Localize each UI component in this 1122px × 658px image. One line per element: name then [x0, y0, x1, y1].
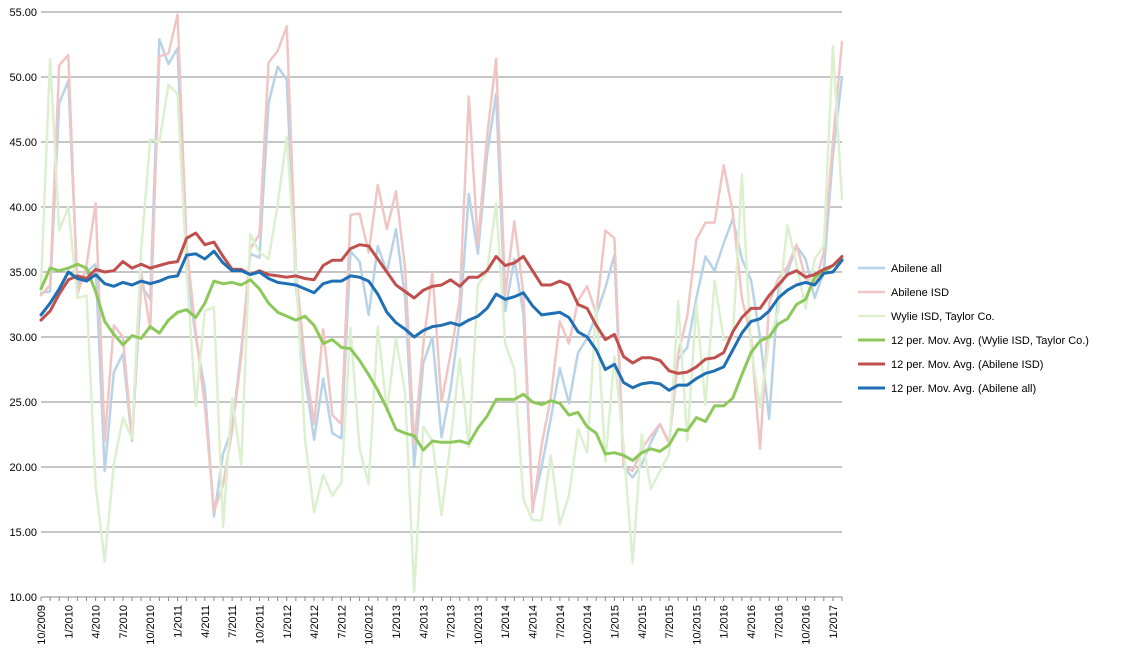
x-tick-label: 1/2011: [173, 605, 185, 638]
x-tick-label: 4/2011: [200, 605, 212, 638]
x-tick-label: 10/2009: [36, 605, 48, 645]
y-tick-label: 20.00: [9, 462, 37, 474]
legend-label: Abilene ISD: [891, 287, 949, 299]
x-tick-label: 10/2010: [145, 605, 157, 645]
legend-label: 12 per. Mov. Avg. (Wylie ISD, Taylor Co.…: [891, 335, 1089, 347]
series-line-2: [39, 44, 844, 594]
series-lines: [39, 13, 844, 594]
series-line-4: [39, 231, 844, 375]
x-tick-label: 10/2011: [254, 605, 266, 644]
x-tick-label: 1/2010: [63, 605, 75, 639]
x-tick-label: 7/2015: [664, 605, 676, 639]
gridlines: [41, 11, 842, 598]
series-line-0: [39, 38, 844, 518]
y-tick-label: 55.00: [9, 7, 37, 19]
x-axis: 10/2009 1/2010 4/2010 7/2010 10/2010 1/2011 4/…: [36, 597, 843, 645]
x-tick-label: 7/2012: [336, 605, 348, 639]
y-tick-label: 25.00: [9, 397, 37, 409]
x-tick-label: 1/2012: [282, 605, 294, 639]
x-tick-label: 4/2013: [418, 605, 430, 639]
x-tick-label: 7/2013: [446, 605, 458, 639]
x-tick-label: 1/2016: [719, 605, 731, 639]
x-tick-label: 10/2016: [801, 605, 813, 645]
x-tick-label: 4/2010: [91, 605, 103, 639]
x-tick-label: 7/2014: [555, 605, 567, 639]
series-line-3: [39, 257, 844, 462]
x-tick-label: 10/2013: [473, 605, 485, 645]
series-line-5: [39, 249, 844, 392]
y-tick-label: 10.00: [9, 592, 37, 604]
legend-label: 12 per. Mov. Avg. (Abilene all): [891, 383, 1036, 395]
legend: Abilene all Abilene ISD Wylie ISD, Taylor …: [858, 263, 1089, 395]
x-tick-label: 1/2013: [391, 605, 403, 639]
x-tick-label: 7/2011: [227, 605, 239, 638]
x-tick-label: 4/2015: [637, 605, 649, 639]
x-tick-label: 1/2014: [500, 605, 512, 639]
x-tick-label: 10/2015: [691, 605, 703, 645]
legend-label: Wylie ISD, Taylor Co.: [891, 311, 995, 323]
y-tick-label: 40.00: [9, 202, 37, 214]
x-tick-label: 4/2014: [528, 605, 540, 639]
x-tick-label: 4/2012: [309, 605, 321, 639]
y-tick-label: 45.00: [9, 137, 37, 149]
y-tick-label: 30.00: [9, 332, 37, 344]
x-tick-label: 10/2012: [364, 605, 376, 645]
y-tick-label: 15.00: [9, 527, 37, 539]
y-axis-tick-labels: 10.00 15.00 20.00 25.00 30.00 35.00 40.00 45.00…: [9, 7, 37, 604]
x-tick-label: 7/2010: [118, 605, 130, 639]
x-tick-label: 1/2015: [609, 605, 621, 639]
series-line-1: [39, 13, 844, 514]
x-tick-label: 1/2017: [828, 605, 840, 639]
x-tick-label: 10/2014: [582, 605, 594, 645]
x-tick-label: 4/2016: [746, 605, 758, 639]
y-tick-label: 35.00: [9, 267, 37, 279]
legend-label: 12 per. Mov. Avg. (Abilene ISD): [891, 359, 1043, 371]
y-tick-label: 50.00: [9, 72, 37, 84]
x-tick-label: 7/2016: [773, 605, 785, 639]
legend-label: Abilene all: [891, 263, 942, 275]
